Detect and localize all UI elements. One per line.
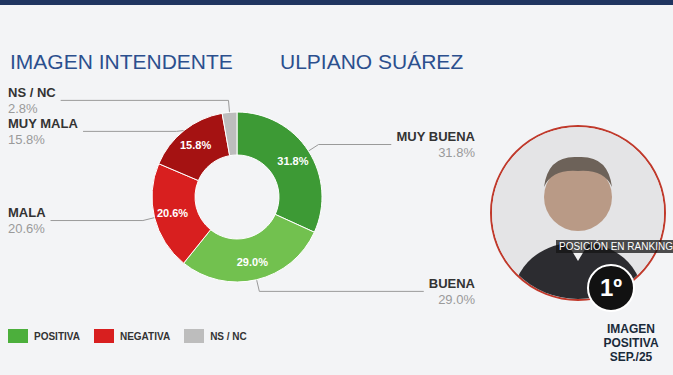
svg-text:MUY BUENA: MUY BUENA <box>397 129 476 144</box>
html-text:NS / NC: NS / NC <box>210 330 247 342</box>
html-text:NEGATIVA: NEGATIVA <box>119 330 171 342</box>
svg-text:31.8%: 31.8% <box>438 145 475 160</box>
svg-text:29.0%: 29.0% <box>438 292 475 307</box>
html-text:IMAGEN INTENDENTE: IMAGEN INTENDENTE <box>10 50 233 73</box>
svg-text:BUENA: BUENA <box>429 276 476 291</box>
svg-text:15.8%: 15.8% <box>180 139 211 151</box>
svg-text:2.8%: 2.8% <box>8 101 38 116</box>
html-text:POSITIVA: POSITIVA <box>34 330 80 342</box>
svg-text:15.8%: 15.8% <box>8 132 45 147</box>
html-text:1º: 1º <box>599 274 623 301</box>
svg-text:31.8%: 31.8% <box>277 155 308 167</box>
svg-text:29.0%: 29.0% <box>237 256 268 268</box>
svg-text:20.6%: 20.6% <box>157 207 188 219</box>
svg-text:20.6%: 20.6% <box>8 221 45 236</box>
svg-text:MUY MALA: MUY MALA <box>8 116 78 131</box>
html-text:POSICIÓN EN RANKING: POSICIÓN EN RANKING <box>559 241 673 252</box>
svg-text:MALA: MALA <box>8 205 46 220</box>
html-text:IMAGEN POSITIVA SEP./25: IMAGEN POSITIVA SEP./25 <box>603 322 659 364</box>
html-text:ULPIANO SUÁREZ: ULPIANO SUÁREZ <box>280 50 464 73</box>
svg-text:NS / NC: NS / NC <box>8 85 56 100</box>
